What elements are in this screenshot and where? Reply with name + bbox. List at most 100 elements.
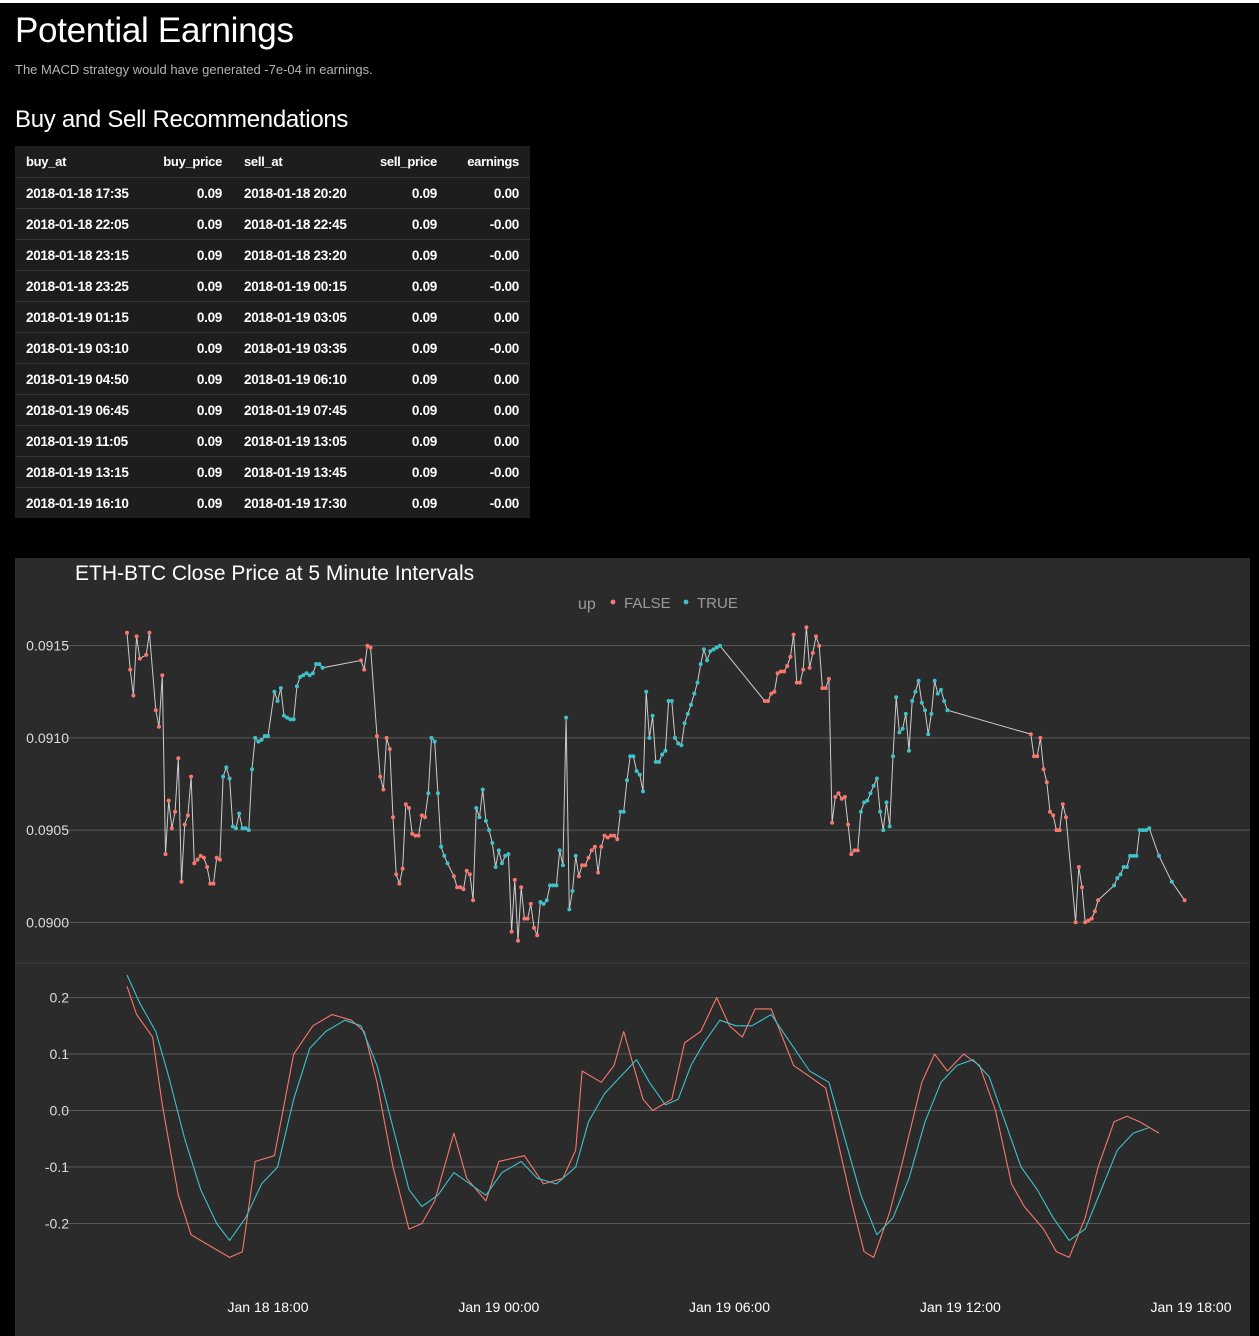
macd-y-tick-label: 0.1: [50, 1046, 70, 1062]
price-point-false: [522, 916, 527, 921]
price-point-true: [641, 789, 645, 794]
price-point-true: [916, 678, 921, 683]
price-point-false: [817, 643, 822, 648]
price-point-true: [871, 783, 876, 788]
price-point-true: [618, 809, 623, 814]
price-point-true: [884, 800, 889, 805]
price-point-false: [1076, 865, 1081, 869]
cell-buy-at: 2018-01-19 06:45: [15, 394, 141, 426]
price-point-false: [852, 848, 857, 853]
cell-buy-at: 2018-01-18 23:25: [15, 270, 141, 302]
cell-buy-price: 0.09: [141, 425, 233, 457]
cell-sell-at: 2018-01-18 23:20: [233, 239, 363, 271]
price-point-true: [939, 687, 943, 692]
macd-y-tick-label: -0.1: [45, 1159, 69, 1175]
cell-earnings: 0.00: [448, 177, 530, 209]
price-point-false: [182, 822, 187, 827]
cell-earnings: -0.00: [448, 487, 530, 518]
cell-sell-at: 2018-01-19 06:10: [233, 363, 363, 395]
price-point-true: [538, 900, 543, 904]
cell-buy-price: 0.09: [141, 208, 233, 240]
cell-sell-at: 2018-01-19 07:45: [233, 394, 363, 426]
table-row: 2018-01-18 23:25 0.09 2018-01-19 00:15 0.09…: [15, 270, 530, 302]
price-point-true: [878, 809, 883, 814]
price-point-false: [185, 813, 190, 818]
table-row: 2018-01-19 03:10 0.09 2018-01-19 03:35 0.09…: [15, 332, 530, 364]
price-point-false: [211, 881, 216, 886]
price-point-false: [471, 898, 476, 903]
price-point-true: [564, 715, 569, 720]
x-tick-label: Jan 19 18:00: [1151, 1299, 1232, 1315]
price-point-false: [381, 787, 386, 792]
price-point-true: [717, 643, 722, 648]
column-header-sell-price[interactable]: sell_price: [380, 154, 437, 169]
price-point-false: [605, 835, 610, 840]
price-point-true: [294, 684, 299, 689]
legend-label-true: TRUE: [697, 595, 738, 612]
price-point-true: [910, 699, 915, 703]
price-y-tick-label: 0.0910: [26, 730, 69, 746]
price-point-true: [913, 689, 918, 694]
price-point-true: [682, 721, 687, 726]
price-y-tick-label: 0.0915: [26, 638, 69, 654]
price-point-false: [153, 708, 158, 713]
price-point-false: [1083, 920, 1088, 925]
cell-sell-price: 0.09: [363, 301, 448, 333]
price-point-true: [275, 699, 280, 703]
cell-earnings: -0.00: [448, 208, 530, 240]
price-point-true: [278, 686, 283, 691]
cell-earnings: 0.00: [448, 425, 530, 457]
column-header-buy-price[interactable]: buy_price: [163, 154, 222, 169]
cell-buy-price: 0.09: [141, 363, 233, 395]
price-point-true: [285, 715, 290, 720]
price-point-true: [551, 883, 556, 888]
price-point-true: [567, 907, 572, 912]
price-point-true: [480, 787, 485, 792]
price-point-true: [621, 809, 626, 814]
price-point-false: [801, 667, 806, 672]
price-point-true: [663, 748, 668, 753]
price-point-false: [413, 833, 418, 838]
cell-sell-at: 2018-01-18 20:20: [233, 177, 363, 209]
price-point-false: [525, 916, 530, 921]
price-point-true: [544, 898, 549, 903]
price-point-true: [942, 699, 947, 703]
price-point-false: [205, 865, 210, 869]
price-point-true: [923, 708, 927, 713]
price-point-true: [500, 861, 504, 866]
cell-sell-price: 0.09: [363, 239, 448, 271]
price-point-false: [467, 872, 472, 877]
price-point-true: [644, 689, 649, 694]
cell-sell-price: 0.09: [363, 270, 448, 302]
price-point-false: [166, 798, 171, 803]
price-point-true: [1118, 872, 1123, 877]
price-point-false: [1057, 828, 1062, 833]
price-point-true: [548, 883, 552, 888]
cell-sell-at: 2018-01-19 03:35: [233, 332, 363, 364]
price-point-false: [147, 630, 152, 635]
column-header-earnings[interactable]: earnings: [467, 154, 519, 169]
earnings-summary: The MACD strategy would have generated -…: [15, 62, 373, 77]
price-point-false: [359, 658, 363, 663]
price-point-true: [493, 865, 498, 869]
table-row: 2018-01-18 23:15 0.09 2018-01-18 23:20 0.09…: [15, 239, 530, 271]
price-point-true: [634, 769, 639, 774]
price-point-true: [1121, 865, 1126, 869]
price-point-false: [596, 870, 601, 875]
price-point-false: [1096, 898, 1101, 903]
price-point-false: [1054, 828, 1059, 833]
column-header-sell-at[interactable]: sell_at: [244, 154, 283, 169]
price-point-false: [772, 689, 777, 694]
price-point-true: [945, 708, 950, 713]
price-point-false: [1086, 918, 1091, 923]
column-header-buy-at[interactable]: buy_at: [26, 154, 67, 169]
price-point-false: [580, 863, 585, 868]
price-point-true: [679, 743, 684, 748]
price-point-true: [669, 699, 674, 703]
price-point-false: [419, 813, 424, 818]
price-point-false: [400, 866, 405, 871]
price-point-true: [926, 732, 931, 737]
table-row: 2018-01-19 13:15 0.09 2018-01-19 13:45 0.09…: [15, 456, 530, 488]
price-point-false: [775, 671, 780, 676]
price-point-false: [846, 822, 851, 827]
